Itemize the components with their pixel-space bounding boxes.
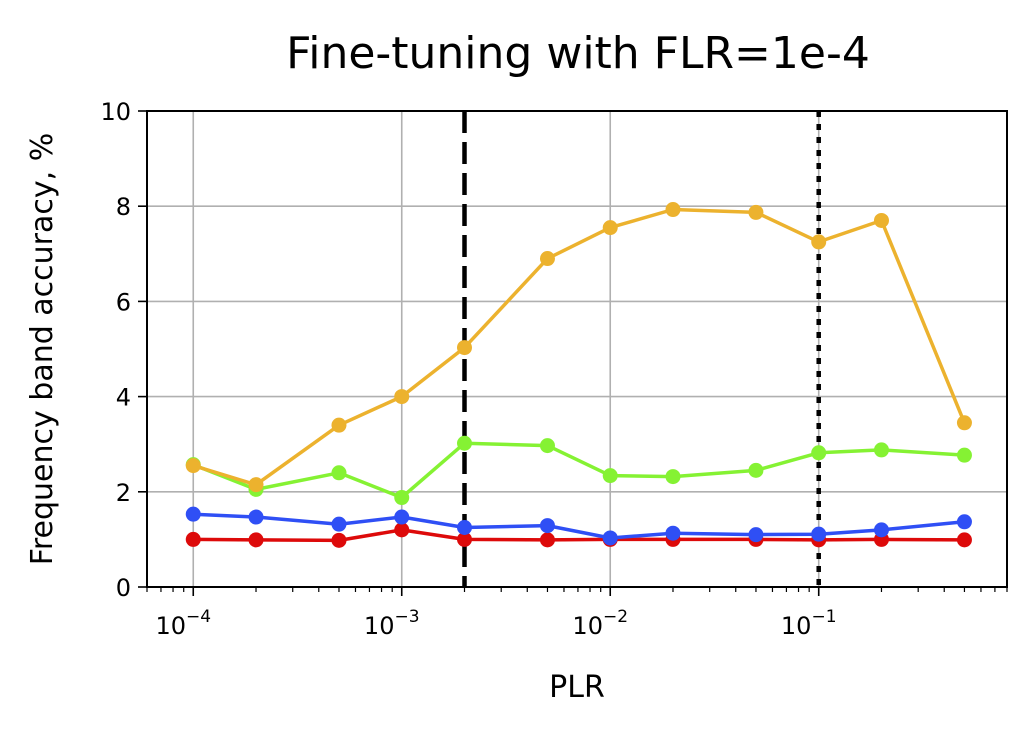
series-2-point: [748, 462, 764, 478]
y-tick-label: 2: [116, 479, 131, 507]
series-1-point: [331, 417, 347, 433]
series-4-point: [457, 531, 473, 547]
series-3-point: [602, 530, 618, 546]
plot-frame: [146, 110, 1008, 588]
series-1-point: [394, 389, 410, 405]
series-2-point: [539, 438, 555, 454]
series-2-point: [873, 442, 889, 458]
series-1-point: [748, 204, 764, 220]
series-2-point: [457, 435, 473, 451]
series-1-point: [248, 477, 264, 493]
x-axis-ticks: 10−4 10−3 10−2 10−1: [146, 587, 1008, 640]
series-1-point: [956, 415, 972, 431]
series-2-point: [956, 447, 972, 463]
x-axis-label: PLR: [549, 670, 605, 705]
y-axis-ticks: 0 2 4 6 8 10: [100, 98, 147, 602]
series-3-point: [185, 506, 201, 522]
series-1-point: [457, 340, 473, 356]
series-4-point: [394, 522, 410, 538]
series-4-point: [539, 532, 555, 548]
y-tick-label: 0: [116, 574, 131, 602]
series-1-point: [873, 212, 889, 228]
series-3-point: [748, 527, 764, 543]
x-tick-label: 10−4: [155, 607, 211, 640]
x-tick-label: 10−3: [364, 607, 420, 640]
reference-lines: [462, 111, 821, 587]
series-2-point: [665, 469, 681, 485]
y-tick-label: 8: [116, 193, 131, 221]
series-3-point: [331, 516, 347, 532]
series-line-3: [193, 512, 965, 540]
series-3-point: [873, 522, 889, 538]
series-3-point: [457, 520, 473, 535]
series-2-point: [331, 465, 347, 481]
grid: [147, 110, 1007, 588]
series-3-point: [811, 526, 827, 542]
series-4-point: [248, 532, 264, 548]
series-group: [185, 202, 972, 548]
series-line-4: [193, 528, 965, 543]
y-axis-label: Frequency band accuracy, %: [25, 133, 60, 565]
series-1-point: [185, 458, 201, 474]
series-1-point: [539, 251, 555, 267]
series-2-point: [394, 490, 410, 506]
series-4-point: [185, 531, 201, 547]
chart-title: Fine-tuning with FLR=1e-4: [286, 28, 870, 79]
series-1-point: [811, 234, 827, 250]
series-1-point: [602, 220, 618, 236]
series-4-point: [956, 532, 972, 548]
series-line-1: [192, 207, 967, 487]
x-tick-label: 10−1: [781, 607, 837, 640]
series-4-point: [331, 532, 347, 548]
series-3-point: [394, 509, 410, 525]
series-2-point: [811, 445, 827, 461]
series-3-point: [665, 525, 681, 541]
y-tick-label: 10: [100, 98, 131, 126]
series-line-2: [192, 441, 965, 500]
series-3-point: [956, 514, 972, 530]
y-tick-label: 6: [116, 288, 131, 316]
series-3-point: [539, 518, 555, 534]
y-tick-label: 4: [116, 384, 131, 412]
series-2-point: [602, 468, 618, 484]
series-1-point: [665, 202, 681, 218]
series-3-point: [248, 509, 264, 525]
x-tick-label: 10−2: [572, 607, 628, 640]
